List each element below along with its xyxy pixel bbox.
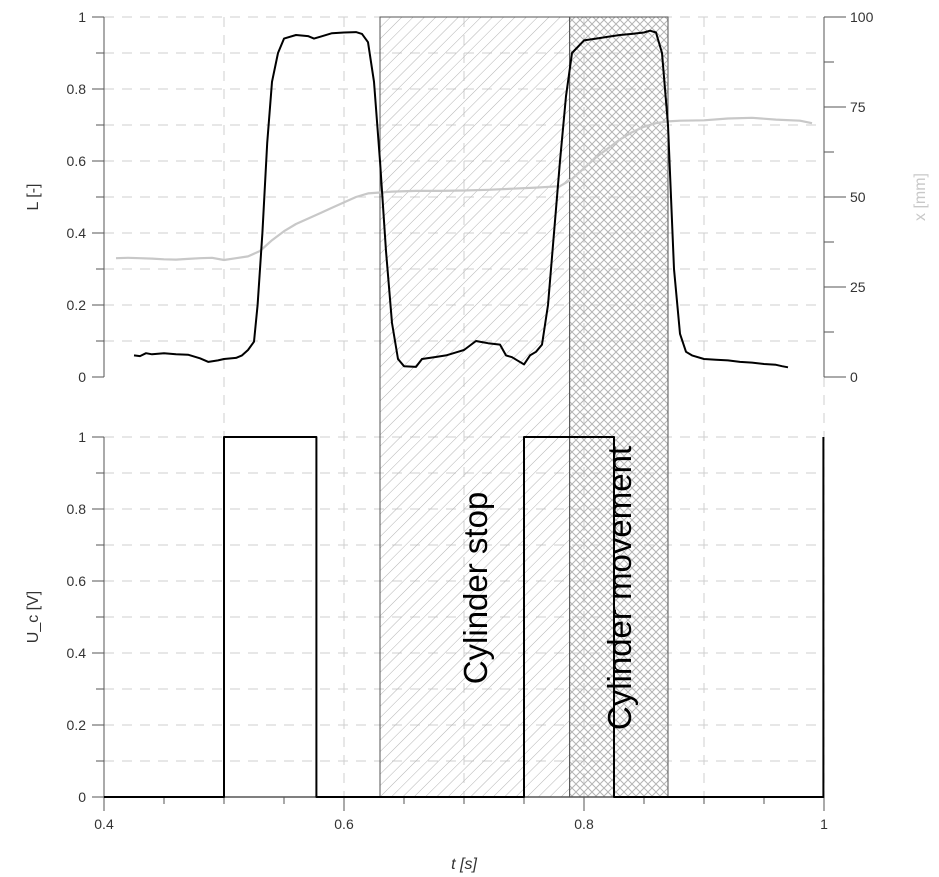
top-right-axis-label: x [mm] — [912, 173, 929, 221]
top-left-tick-label: 0.8 — [67, 81, 87, 97]
top-left-tick-label: 0.6 — [67, 153, 87, 169]
region-cylinder-movement — [569, 16, 669, 798]
top-right-tick-label: 100 — [850, 9, 874, 25]
series-L — [133, 29, 789, 369]
bottom-x-tick-label: 0.8 — [574, 816, 594, 832]
top-right-tick-label: 50 — [850, 189, 866, 205]
top-right-tick-label: 25 — [850, 279, 866, 295]
top-left-tick-label: 0 — [78, 369, 86, 385]
top-left-tick-label: 1 — [78, 9, 86, 25]
top-right-tick-label: 75 — [850, 99, 866, 115]
region-label-cylinder-movement: Cylinder movement — [601, 446, 638, 730]
bottom-left-tick-label: 0 — [78, 789, 86, 805]
top-left-axis-label: L [-] — [25, 184, 42, 211]
bottom-x-tick-label: 0.4 — [94, 816, 114, 832]
bottom-left-tick-label: 0.6 — [67, 573, 87, 589]
region-label-cylinder-stop: Cylinder stop — [457, 492, 494, 685]
series-Uc — [104, 436, 825, 798]
bottom-x-tick-label: 1 — [820, 816, 828, 832]
bottom-x-tick-label: 0.6 — [334, 816, 354, 832]
bottom-left-axis-label: U_c [V] — [25, 591, 42, 643]
top-left-tick-label: 0.4 — [67, 225, 87, 241]
bottom-left-tick-label: 0.8 — [67, 501, 87, 517]
top-left-tick-label: 0.2 — [67, 297, 87, 313]
x-axis-label: t [s] — [451, 856, 477, 873]
region-cylinder-stop — [379, 16, 571, 798]
bottom-left-tick-label: 0.4 — [67, 645, 87, 661]
bottom-left-tick-label: 0.2 — [67, 717, 87, 733]
bottom-left-tick-label: 1 — [78, 429, 86, 445]
series-x-position — [115, 116, 813, 262]
top-right-tick-label: 0 — [850, 369, 858, 385]
